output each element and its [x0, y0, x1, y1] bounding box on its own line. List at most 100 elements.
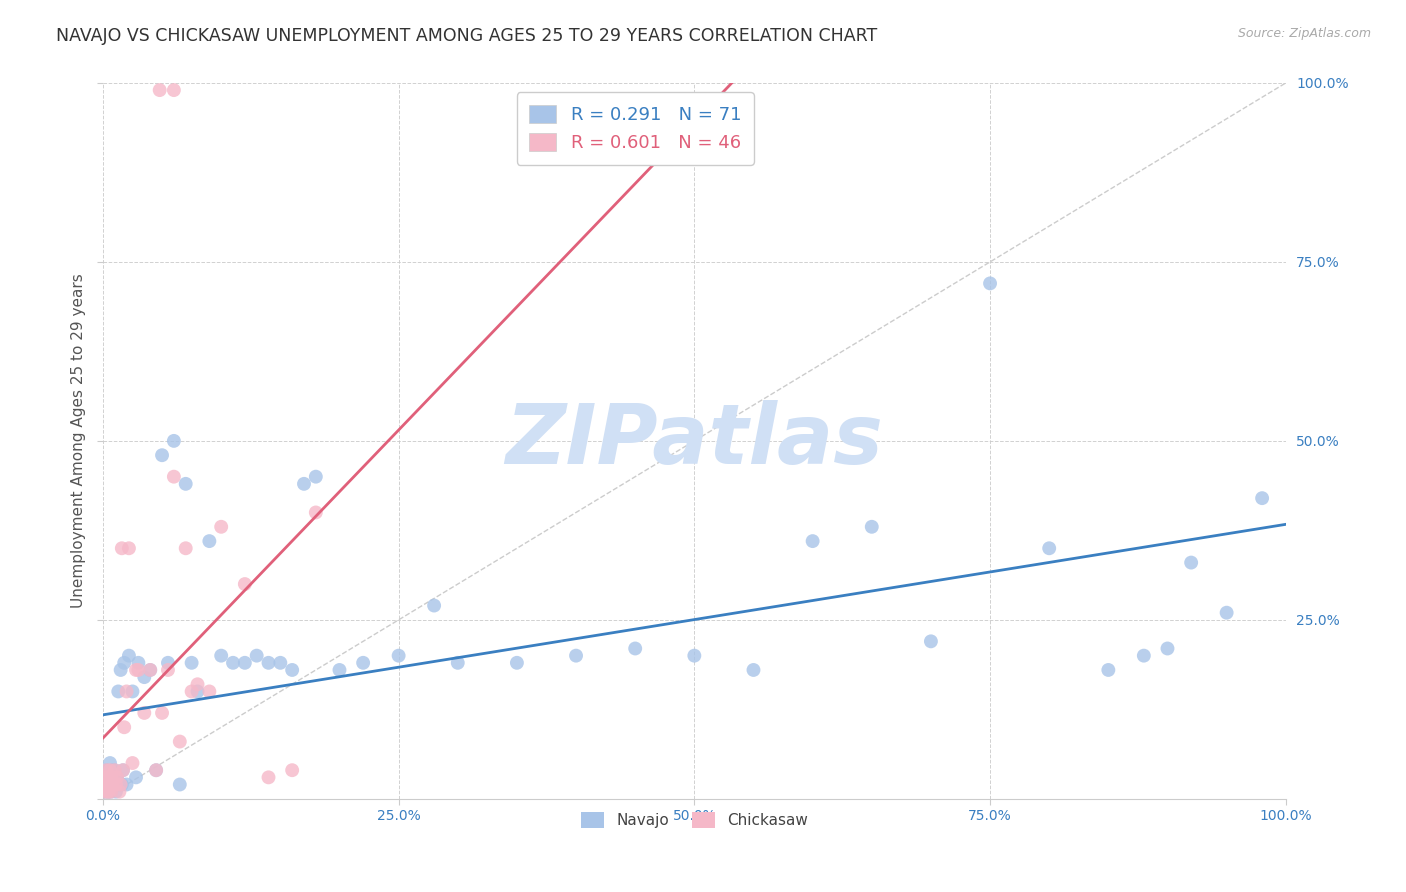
- Point: [156, 663, 179, 677]
- Point: [257, 770, 280, 784]
- Point: [111, 541, 134, 556]
- Point: [198, 534, 221, 549]
- Point: [150, 448, 173, 462]
- Point: [111, 777, 134, 791]
- Point: [97, 777, 120, 791]
- Point: [169, 734, 191, 748]
- Point: [101, 777, 124, 791]
- Point: [97, 785, 120, 799]
- Point: [269, 656, 291, 670]
- Point: [125, 770, 148, 784]
- Point: [98, 763, 121, 777]
- Point: [97, 785, 120, 799]
- Point: [742, 663, 765, 677]
- Point: [979, 277, 1001, 291]
- Point: [683, 648, 706, 663]
- Point: [94, 770, 117, 784]
- Point: [96, 763, 118, 777]
- Point: [423, 599, 446, 613]
- Point: [101, 777, 124, 791]
- Point: [121, 684, 143, 698]
- Point: [107, 684, 129, 698]
- Point: [96, 763, 118, 777]
- Point: [1133, 648, 1156, 663]
- Point: [1156, 641, 1178, 656]
- Point: [100, 785, 122, 799]
- Point: [93, 777, 115, 791]
- Point: [98, 770, 121, 784]
- Point: [121, 756, 143, 770]
- Point: [1215, 606, 1237, 620]
- Point: [97, 785, 120, 799]
- Text: NAVAJO VS CHICKASAW UNEMPLOYMENT AMONG AGES 25 TO 29 YEARS CORRELATION CHART: NAVAJO VS CHICKASAW UNEMPLOYMENT AMONG A…: [56, 27, 877, 45]
- Point: [105, 770, 128, 784]
- Point: [97, 785, 120, 799]
- Point: [97, 770, 120, 784]
- Point: [257, 656, 280, 670]
- Point: [292, 476, 315, 491]
- Point: [281, 763, 304, 777]
- Text: ZIPatlas: ZIPatlas: [505, 401, 883, 482]
- Point: [186, 684, 208, 698]
- Point: [174, 476, 197, 491]
- Point: [103, 770, 125, 784]
- Point: [860, 520, 883, 534]
- Point: [93, 777, 115, 791]
- Point: [110, 777, 132, 791]
- Point: [111, 763, 134, 777]
- Point: [134, 670, 156, 684]
- Point: [305, 506, 328, 520]
- Point: [96, 777, 118, 791]
- Point: [112, 720, 135, 734]
- Point: [169, 777, 191, 791]
- Point: [305, 469, 328, 483]
- Point: [134, 706, 156, 720]
- Point: [1251, 491, 1274, 505]
- Point: [163, 83, 186, 97]
- Legend: Navajo, Chickasaw: Navajo, Chickasaw: [575, 806, 814, 834]
- Point: [180, 684, 202, 698]
- Point: [139, 663, 162, 677]
- Point: [104, 763, 127, 777]
- Point: [139, 663, 162, 677]
- Point: [281, 663, 304, 677]
- Point: [145, 763, 167, 777]
- Point: [105, 770, 128, 784]
- Point: [97, 770, 120, 784]
- Point: [98, 777, 121, 791]
- Point: [96, 777, 118, 791]
- Point: [115, 777, 138, 791]
- Point: [1038, 541, 1060, 556]
- Point: [233, 577, 256, 591]
- Point: [100, 785, 122, 799]
- Point: [233, 656, 256, 670]
- Point: [149, 83, 172, 97]
- Point: [100, 770, 122, 784]
- Point: [101, 763, 124, 777]
- Point: [98, 756, 121, 770]
- Point: [801, 534, 824, 549]
- Point: [118, 648, 141, 663]
- Point: [127, 656, 149, 670]
- Point: [156, 656, 179, 670]
- Point: [108, 785, 131, 799]
- Point: [145, 763, 167, 777]
- Y-axis label: Unemployment Among Ages 25 to 29 years: Unemployment Among Ages 25 to 29 years: [72, 274, 86, 608]
- Point: [163, 469, 186, 483]
- Point: [100, 777, 122, 791]
- Point: [352, 656, 374, 670]
- Point: [111, 763, 134, 777]
- Point: [115, 684, 138, 698]
- Point: [150, 706, 173, 720]
- Point: [209, 648, 232, 663]
- Point: [565, 648, 588, 663]
- Point: [388, 648, 411, 663]
- Point: [103, 770, 125, 784]
- Point: [94, 785, 117, 799]
- Point: [112, 656, 135, 670]
- Point: [209, 520, 232, 534]
- Point: [104, 777, 127, 791]
- Text: Source: ZipAtlas.com: Source: ZipAtlas.com: [1237, 27, 1371, 40]
- Point: [127, 663, 149, 677]
- Point: [125, 663, 148, 677]
